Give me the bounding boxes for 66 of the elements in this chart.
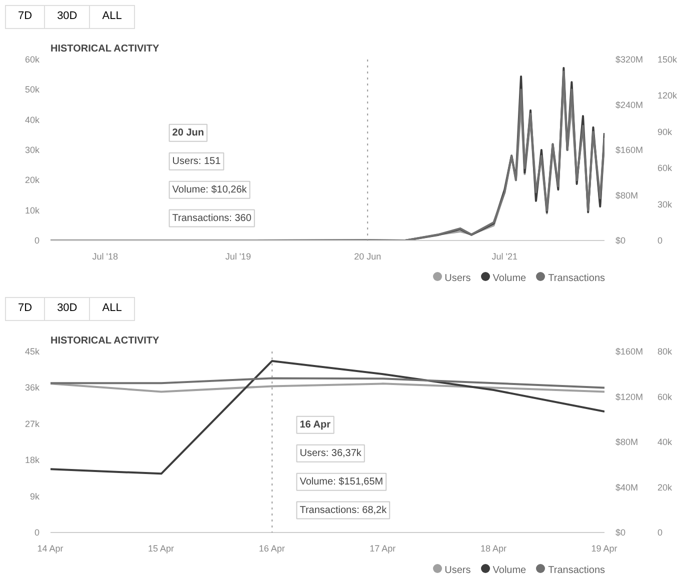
y2-tick-label: $160M	[616, 346, 644, 356]
text: 7D	[5, 297, 46, 321]
text: 30D	[44, 5, 90, 29]
y3-tick-label: 30k	[658, 199, 673, 210]
x-tick-label: 16 Apr	[258, 544, 285, 554]
legend-label: Volume	[492, 565, 526, 576]
y-tick-label: 10k	[24, 205, 40, 216]
annotation: Volume: $10,26k	[172, 184, 248, 196]
text: ALL	[89, 5, 135, 29]
y3-tick-label: 40k	[658, 437, 673, 447]
y3-tick-label: 0	[658, 236, 663, 246]
y2-tick-label: $80M	[616, 190, 638, 200]
y-tick-label: 20k	[24, 175, 40, 186]
x-tick-label: 14 Apr	[37, 544, 64, 554]
y3-tick-label: 90k	[658, 126, 673, 137]
y2-tick-label: $320M	[616, 54, 644, 64]
legend-label: Transactions	[547, 565, 605, 576]
y2-tick-label: $160M	[616, 145, 644, 155]
y3-tick-label: 60k	[658, 163, 673, 174]
x-tick-label: 17 Apr	[370, 544, 396, 554]
chart-title: HISTORICAL ACTIVITY	[50, 44, 160, 54]
annotation: 20 Jun	[172, 127, 204, 138]
text: ALL	[89, 297, 135, 321]
y3-tick-label: 120k	[658, 90, 678, 101]
annotation: Transactions: 360	[172, 212, 252, 224]
y-tick-label: 45k	[24, 346, 40, 356]
x-tick-label: Jul '21	[492, 252, 518, 262]
x-tick-label: Jul '18	[92, 252, 118, 262]
y-tick-label: 0	[34, 528, 40, 538]
annotation: 16 Apr	[300, 419, 331, 430]
y2-tick-label: $120M	[616, 392, 644, 402]
y2-tick-label: $0	[616, 528, 626, 538]
y-tick-label: 36k	[24, 382, 40, 393]
y3-tick-label: 150k	[658, 54, 678, 64]
x-tick-label: 15 Apr	[148, 544, 174, 554]
chart-title: HISTORICAL ACTIVITY	[50, 336, 160, 346]
y-tick-label: 9k	[30, 491, 40, 502]
text: 30D	[44, 297, 90, 321]
legend-label: Volume	[492, 273, 526, 284]
y3-tick-label: 20k	[658, 482, 673, 492]
annotation: Transactions: 68,2k	[300, 504, 388, 516]
y-tick-label: 60k	[24, 54, 40, 64]
y-tick-label: 50k	[24, 84, 40, 95]
annotation: Users: 151	[172, 156, 222, 167]
legend-label: Transactions	[547, 273, 605, 284]
legend-label: Users	[444, 273, 471, 284]
x-tick-label: 18 Apr	[480, 544, 506, 554]
y2-tick-label: $0	[616, 236, 626, 246]
annotation: Volume: $151,65M	[300, 476, 384, 488]
text: 7D	[5, 5, 46, 29]
y-tick-label: 30k	[24, 145, 40, 155]
x-tick-label: 20 Jun	[354, 252, 382, 262]
legend-label: Users	[444, 565, 471, 576]
y-tick-label: 40k	[24, 114, 40, 125]
annotation: Users: 36,37k	[300, 448, 362, 459]
x-tick-label: 19 Apr	[591, 544, 618, 554]
y2-tick-label: $40M	[616, 482, 638, 492]
x-tick-label: Jul '19	[225, 252, 252, 262]
y3-tick-label: 60k	[658, 392, 673, 402]
y2-tick-label: $80M	[616, 437, 638, 447]
y2-tick-label: $240M	[616, 100, 644, 110]
y-tick-label: 0	[34, 236, 40, 246]
y-tick-label: 18k	[24, 455, 40, 466]
y-tick-label: 27k	[24, 418, 40, 429]
y3-tick-label: 0	[658, 528, 663, 538]
y3-tick-label: 80k	[658, 346, 673, 356]
